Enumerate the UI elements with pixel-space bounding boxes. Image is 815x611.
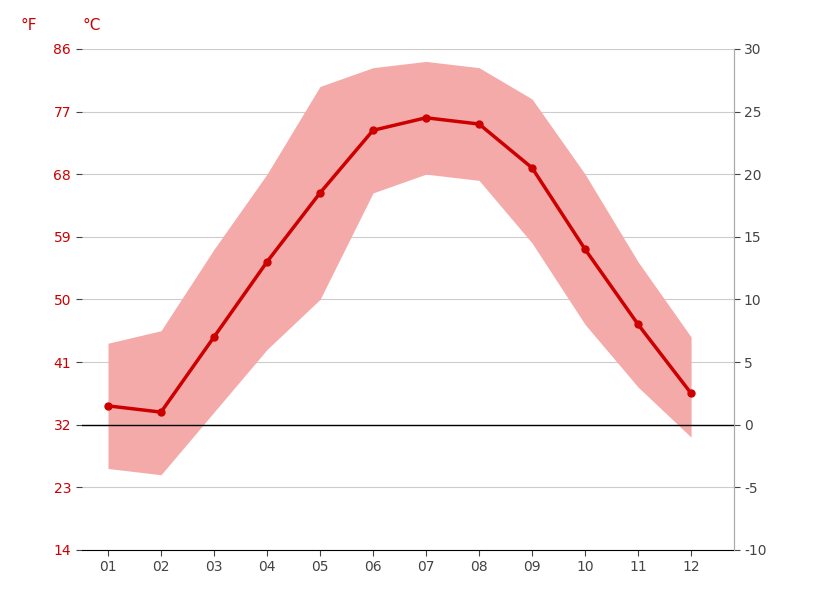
Text: °F: °F (20, 18, 37, 33)
Text: °C: °C (83, 18, 101, 33)
